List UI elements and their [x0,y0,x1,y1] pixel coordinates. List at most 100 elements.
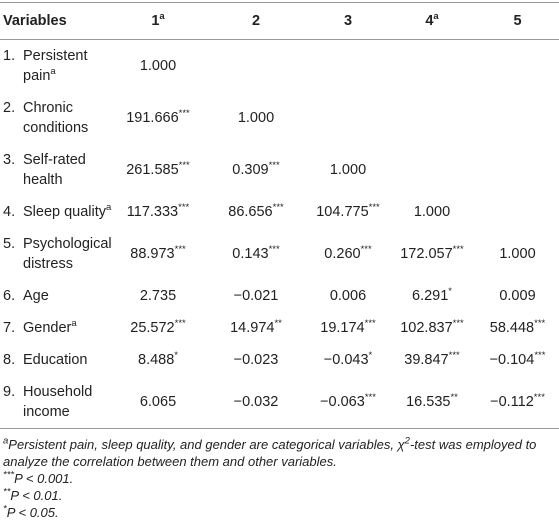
cell-text: 8.488 [138,352,175,368]
superscript: ** [274,318,282,330]
table-cell [476,92,559,144]
table-cell [308,92,388,144]
cell-text: −0.032 [233,394,279,410]
cell-text: 2.735 [139,288,177,304]
table-cell: 1.000 [388,196,476,228]
footnote-text: P < 0.01. [10,488,63,503]
cell-text: 39.847 [404,352,449,368]
superscript: * [368,350,373,362]
table-cell: 2.735 [112,280,204,312]
table-cell: 39.847*** [388,344,476,376]
cell-text: 0.260 [324,246,361,262]
cell-text: 1.000 [499,246,536,262]
superscript: a [159,11,165,23]
superscript: *** [268,244,280,256]
footnote-text: Persistent pain, sleep quality, and gend… [8,437,405,452]
row-number: 3. [3,152,16,168]
cell-text: 191.666 [126,110,179,126]
table-cell [388,40,476,93]
cell-text: 4 [425,13,434,29]
table-row: 9. Household income 6.065 −0.032 −0.063*** 16… [0,376,559,429]
cell-text: 102.837 [400,320,453,336]
header-cell: 1a [112,3,204,40]
table-cell [476,196,559,228]
cell-text: 1.000 [237,110,275,126]
cell-text: 1.000 [139,58,177,74]
cell-text: −0.023 [233,352,279,368]
table-cell [204,40,308,93]
header-cell: 2 [204,3,308,40]
superscript: *** [364,318,376,330]
table-body: 1. Persistent paina 1.000 2. Chronic conditi… [0,40,559,429]
row-number: 9. [3,384,16,400]
row-label: 8. Education [0,344,112,376]
cell-text: 86.656 [228,204,273,220]
table-cell [308,40,388,93]
row-label: 6. Age [0,280,112,312]
label-text: Age [23,288,49,304]
table-cell: 1.000 [112,40,204,93]
table-cell: 88.973*** [112,228,204,280]
superscript: *** [272,202,284,214]
superscript: *** [452,244,464,256]
cell-text: 0.009 [499,288,536,304]
superscript: *** [364,392,376,404]
cell-text: 1 [151,13,160,29]
table-cell [476,40,559,93]
table-cell: 0.260*** [308,228,388,280]
cell-text: 261.585 [126,162,179,178]
label-wrap: 4. Sleep qualitya [3,202,112,222]
row-label: 2. Chronic conditions [0,92,112,144]
table-cell: 86.656*** [204,196,308,228]
footnote: *P < 0.05. [3,504,559,521]
cell-text: 19.174 [320,320,365,336]
cell-text: 6.291 [412,288,449,304]
label-wrap: 5. Psychological distress [3,234,112,274]
table-cell [476,144,559,196]
label-wrap: 7. Gendera [3,318,112,338]
table-row: 2. Chronic conditions 191.666*** 1.000 [0,92,559,144]
table-cell: −0.063*** [308,376,388,429]
cell-text: 16.535 [406,394,451,410]
row-number: 1. [3,48,16,64]
footnote: aPersistent pain, sleep quality, and gen… [3,436,559,470]
superscript: *** [3,469,15,481]
label-text: Sleep qualitya [23,202,112,220]
label-wrap: 9. Household income [3,382,112,422]
footnote-text: -test was employed to analyze the correl… [3,437,537,469]
superscript: *** [268,160,280,172]
label-wrap: 6. Age [3,286,112,306]
row-label: 7. Gendera [0,312,112,344]
table-cell: 6.291* [388,280,476,312]
cell-text: 0.309 [232,162,269,178]
footnotes: aPersistent pain, sleep quality, and gen… [0,436,559,521]
table-cell: 16.535** [388,376,476,429]
superscript: * [3,503,7,515]
superscript: *** [534,318,546,330]
label-wrap: 8. Education [3,350,112,370]
table-cell: 104.775*** [308,196,388,228]
footnote: ***P < 0.001. [3,470,559,487]
label-text: Household income [23,384,93,420]
table-row: 6. Age 2.735 −0.021 0.006 6.291* 0.009 [0,280,559,312]
header-row: Variables 1a 2 3 4a 5 [0,2,559,40]
superscript: a [71,318,77,330]
table-cell: −0.043* [308,344,388,376]
cell-text: 172.057 [400,246,453,262]
footnote: **P < 0.01. [3,487,559,504]
cell-text: 25.572 [130,320,175,336]
table-cell: 19.174*** [308,312,388,344]
cell-text: 2 [251,13,261,29]
table-cell: −0.021 [204,280,308,312]
row-number: 4. [3,204,16,220]
superscript: *** [178,108,190,120]
table-cell: 0.143*** [204,228,308,280]
cell-text: 88.973 [130,246,175,262]
row-number: 8. [3,352,16,368]
superscript: 2 [404,435,410,447]
superscript: *** [448,350,460,362]
header-cell: 4a [388,3,476,40]
table-cell: −0.032 [204,376,308,429]
superscript: *** [533,392,545,404]
header-cell: Variables [0,3,112,40]
